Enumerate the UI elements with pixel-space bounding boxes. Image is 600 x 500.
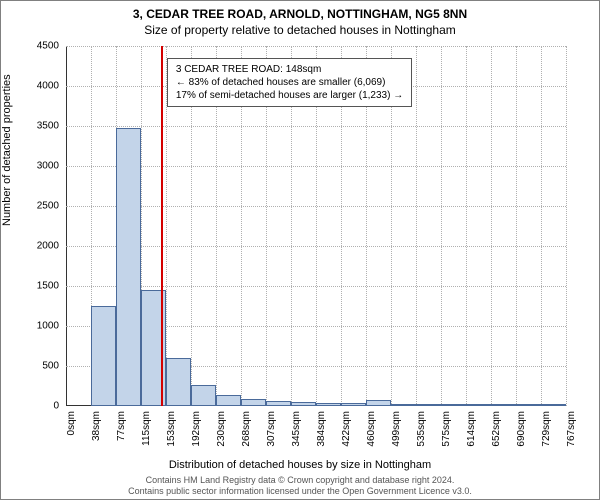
y-axis-line — [66, 46, 67, 406]
histogram-bar — [216, 395, 241, 406]
x-tick-label: 690sqm — [516, 411, 527, 451]
x-tick-label: 460sqm — [366, 411, 377, 451]
x-tick-label: 115sqm — [141, 411, 152, 451]
grid-line-v — [491, 46, 492, 406]
histogram-bar — [166, 358, 191, 406]
y-tick-label: 4500 — [9, 41, 59, 52]
x-tick-label: 307sqm — [266, 411, 277, 451]
histogram-bar — [341, 403, 366, 406]
x-tick-label: 499sqm — [391, 411, 402, 451]
x-tick-label: 153sqm — [166, 411, 177, 451]
reference-line — [161, 46, 163, 406]
grid-line-v — [566, 46, 567, 406]
x-tick-label: 384sqm — [316, 411, 327, 451]
x-tick-label: 614sqm — [466, 411, 477, 451]
histogram-bar — [466, 404, 491, 406]
x-tick-label: 192sqm — [191, 411, 202, 451]
x-tick-label: 575sqm — [441, 411, 452, 451]
annotation-line3: 17% of semi-detached houses are larger (… — [176, 89, 403, 102]
y-tick-label: 0 — [9, 401, 59, 412]
grid-line-v — [541, 46, 542, 406]
x-tick-label: 0sqm — [66, 411, 77, 451]
y-tick-label: 2500 — [9, 201, 59, 212]
histogram-bar — [291, 402, 316, 406]
grid-line-v — [466, 46, 467, 406]
y-tick-label: 1000 — [9, 321, 59, 332]
y-tick-label: 3500 — [9, 121, 59, 132]
x-tick-label: 268sqm — [241, 411, 252, 451]
x-axis-label: Distribution of detached houses by size … — [1, 459, 599, 471]
histogram-bar — [366, 400, 391, 406]
annotation-line2: ← 83% of detached houses are smaller (6,… — [176, 76, 403, 89]
histogram-bar — [191, 385, 216, 406]
x-tick-label: 767sqm — [566, 411, 577, 451]
x-tick-label: 535sqm — [416, 411, 427, 451]
chart-title-line1: 3, CEDAR TREE ROAD, ARNOLD, NOTTINGHAM, … — [1, 7, 599, 21]
footnote: Contains HM Land Registry data © Crown c… — [1, 475, 599, 497]
histogram-bar — [441, 404, 466, 406]
x-tick-label: 77sqm — [116, 411, 127, 451]
histogram-bar — [491, 404, 516, 406]
x-tick-label: 422sqm — [341, 411, 352, 451]
y-tick-label: 4000 — [9, 81, 59, 92]
histogram-bar — [316, 403, 341, 406]
y-tick-label: 500 — [9, 361, 59, 372]
histogram-bar — [116, 128, 141, 406]
grid-line-v — [416, 46, 417, 406]
x-tick-label: 38sqm — [91, 411, 102, 451]
histogram-bar — [516, 404, 541, 406]
footnote-line2: Contains public sector information licen… — [128, 486, 472, 496]
x-tick-label: 230sqm — [216, 411, 227, 451]
x-tick-label: 345sqm — [291, 411, 302, 451]
annotation-line1: 3 CEDAR TREE ROAD: 148sqm — [176, 63, 403, 76]
x-tick-label: 652sqm — [491, 411, 502, 451]
histogram-bar — [91, 306, 116, 406]
histogram-bar — [416, 404, 441, 406]
footnote-line1: Contains HM Land Registry data © Crown c… — [146, 475, 455, 485]
annotation-box: 3 CEDAR TREE ROAD: 148sqm← 83% of detach… — [167, 58, 412, 107]
histogram-bar — [541, 404, 566, 406]
histogram-bar — [391, 404, 416, 406]
histogram-bar — [241, 399, 266, 406]
histogram-bar — [266, 401, 291, 406]
y-tick-label: 3000 — [9, 161, 59, 172]
chart-title-line2: Size of property relative to detached ho… — [1, 23, 599, 37]
chart-container: 3, CEDAR TREE ROAD, ARNOLD, NOTTINGHAM, … — [0, 0, 600, 500]
y-tick-label: 2000 — [9, 241, 59, 252]
grid-line-v — [516, 46, 517, 406]
x-tick-label: 729sqm — [541, 411, 552, 451]
grid-line-v — [441, 46, 442, 406]
y-tick-label: 1500 — [9, 281, 59, 292]
